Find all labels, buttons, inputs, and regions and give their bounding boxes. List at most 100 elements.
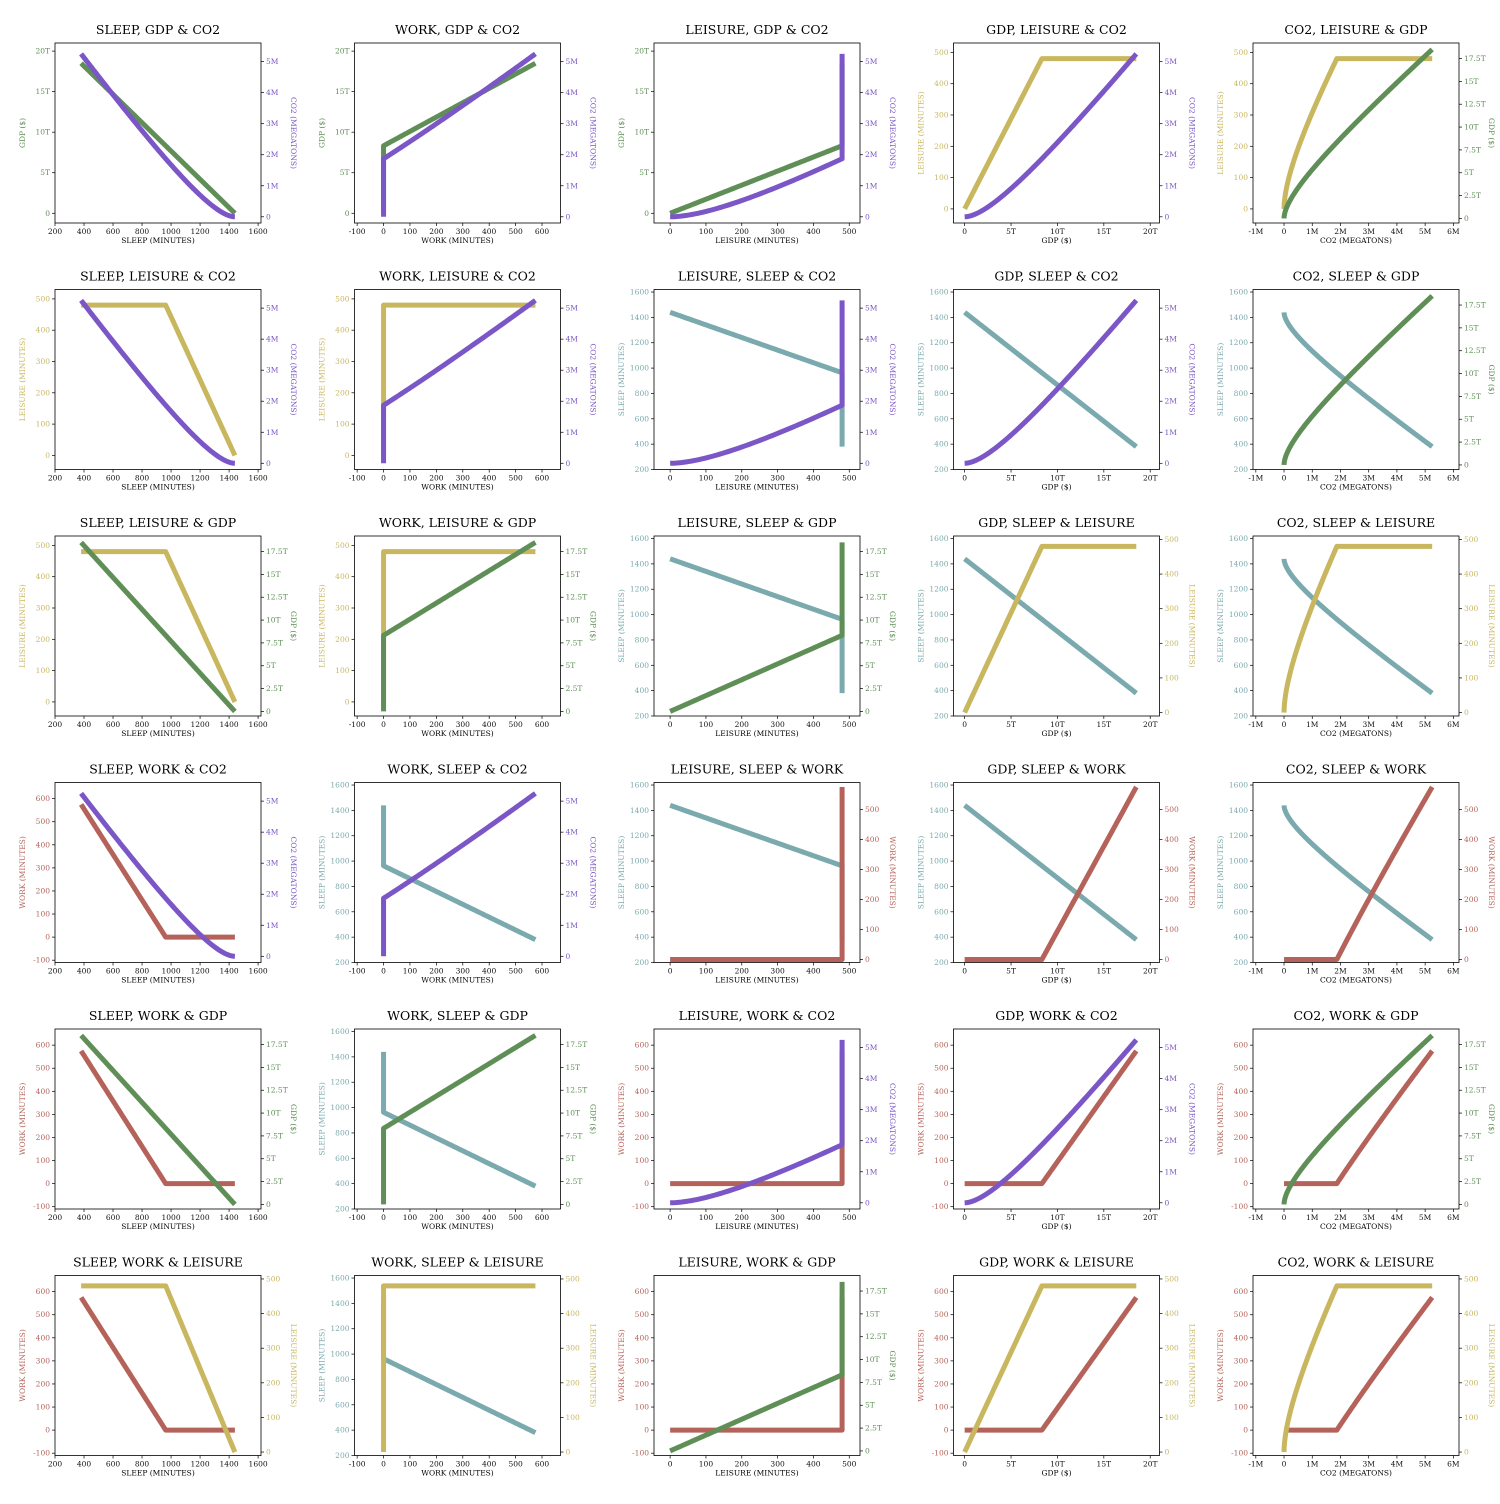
left-tick-label: 300 — [36, 604, 51, 613]
subplot-co2-sleep-gdp: CO2, SLEEP & GDP -1M 0 1M 2M 3M 4M 5M 6M CO2 (MEG… — [1216, 269, 1496, 492]
x-axis-label: SLEEP (MINUTES) — [121, 976, 195, 985]
left-axis-label: WORK (MINUTES) — [617, 1329, 626, 1402]
right-tick-label: 7.5T — [1464, 392, 1481, 401]
subplot-title: LEISURE, SLEEP & CO2 — [678, 269, 836, 284]
right-tick-label: 200 — [566, 1378, 581, 1387]
x-tick-label: 20T — [1143, 227, 1158, 236]
left-series-sleep — [1281, 557, 1434, 696]
left-tick-label: 100 — [335, 420, 350, 429]
left-tick-label: 200 — [934, 465, 949, 474]
right-series-gdp — [381, 540, 537, 713]
right-tick-label: 5M — [1165, 1043, 1178, 1052]
right-series-co2 — [963, 298, 1139, 466]
x-tick-label: 15T — [1097, 1460, 1112, 1469]
left-tick-label: 1200 — [1229, 585, 1248, 594]
right-axis-label: WORK (MINUTES) — [888, 836, 897, 909]
x-tick-label: 400 — [806, 1460, 821, 1469]
right-tick-label: 17.5T — [1464, 1040, 1486, 1049]
right-axis-label: CO2 (MEGATONS) — [888, 97, 897, 169]
subplot-title: CO2, WORK & GDP — [1293, 1008, 1418, 1023]
subplot-gdp-work-leisure: GDP, WORK & LEISURE 0 5T 10T 15T 20T GDP ($) -1… — [917, 1255, 1197, 1478]
plot-frame — [953, 1275, 1160, 1456]
left-tick-label: -100 — [632, 1449, 649, 1458]
right-tick-label: 1M — [865, 1167, 878, 1176]
x-tick-label: 0 — [962, 967, 967, 976]
x-tick-label: 800 — [135, 967, 150, 976]
x-tick-label: 4M — [1391, 474, 1404, 483]
left-series-sleep — [381, 1296, 537, 1435]
left-tick-label: 300 — [1234, 111, 1249, 120]
right-axis-label: LEISURE (MINUTES) — [1487, 1324, 1496, 1407]
right-tick-label: 2.5T — [566, 1177, 583, 1186]
right-tick-label: 400 — [266, 1309, 281, 1318]
plot-frame — [1252, 289, 1460, 470]
left-tick-label: 400 — [36, 572, 51, 581]
x-tick-label: 400 — [482, 1460, 497, 1469]
left-tick-label: -100 — [1231, 1449, 1248, 1458]
left-tick-label: 300 — [934, 1110, 949, 1119]
x-tick-label: 200 — [429, 1460, 444, 1469]
right-series-co2 — [963, 52, 1139, 220]
x-axis-label: GDP ($) — [1041, 729, 1071, 738]
subplot-title: WORK, SLEEP & CO2 — [387, 762, 527, 777]
left-tick-label: 600 — [934, 1287, 949, 1296]
plot-frame — [54, 42, 262, 224]
x-tick-label: 10T — [1050, 720, 1065, 729]
left-tick-label: 10T — [335, 128, 350, 137]
x-tick-label: 400 — [806, 967, 821, 976]
right-tick-label: 4M — [266, 88, 279, 97]
right-tick-label: 10T — [865, 616, 880, 625]
left-tick-label: 1400 — [630, 806, 649, 815]
right-axis-label: CO2 (MEGATONS) — [289, 837, 298, 909]
left-tick-label: 1600 — [630, 781, 649, 790]
left-tick-label: 0 — [45, 1179, 50, 1188]
plot-frame — [54, 535, 262, 717]
right-axis-label: CO2 (MEGATONS) — [289, 344, 298, 416]
left-tick-label: 100 — [635, 1403, 650, 1412]
left-tick-label: 600 — [1234, 414, 1249, 423]
right-tick-label: 2M — [266, 397, 279, 406]
subplot-title: CO2, SLEEP & GDP — [1293, 269, 1420, 284]
left-tick-label: 1400 — [1229, 313, 1248, 322]
right-axis-label: GDP ($) — [289, 611, 298, 641]
x-tick-label: 100 — [699, 227, 714, 236]
subplot-gdp-leisure-co2: GDP, LEISURE & CO2 0 5T 10T 15T 20T GDP ($) 0 10… — [917, 22, 1197, 245]
right-tick-label: 300 — [266, 1344, 281, 1353]
right-tick-label: 1M — [1165, 428, 1178, 437]
right-tick-label: 500 — [266, 1274, 281, 1283]
left-tick-label: 0 — [1243, 1179, 1248, 1188]
left-tick-label: 600 — [635, 414, 650, 423]
right-tick-label: 0 — [865, 1198, 870, 1207]
left-tick-label: 0 — [45, 1426, 50, 1435]
right-tick-label: 5T — [1464, 168, 1474, 177]
left-series-work — [1281, 1295, 1435, 1433]
left-series-work — [79, 803, 237, 940]
right-series-gdp — [79, 540, 237, 714]
left-tick-label: 5T — [40, 168, 50, 177]
subplot-gdp-work-co2: GDP, WORK & CO2 0 5T 10T 15T 20T GDP ($) -100 0 1… — [917, 1008, 1197, 1231]
right-axis-label: LEISURE (MINUTES) — [1487, 584, 1496, 667]
left-tick-label: 15T — [335, 87, 350, 96]
x-tick-label: 500 — [508, 1213, 523, 1222]
x-tick-label: 6M — [1447, 1213, 1460, 1222]
left-tick-label: 0 — [644, 1179, 649, 1188]
x-tick-label: 400 — [77, 1213, 92, 1222]
right-axis-label: CO2 (MEGATONS) — [1188, 1083, 1197, 1155]
x-tick-label: 400 — [77, 1460, 92, 1469]
right-tick-label: 2M — [865, 397, 878, 406]
left-tick-label: 400 — [1234, 933, 1249, 942]
left-series-gdp — [381, 61, 537, 215]
right-series-gdp — [1281, 47, 1434, 220]
x-axis-label: LEISURE (MINUTES) — [715, 483, 798, 492]
plot-frame — [54, 1028, 262, 1210]
left-tick-label: 1400 — [330, 806, 349, 815]
x-tick-label: 0 — [668, 1460, 673, 1469]
x-tick-label: 600 — [106, 1460, 121, 1469]
x-tick-label: 100 — [699, 1460, 714, 1469]
plot-frame — [1252, 42, 1460, 224]
x-axis-label: WORK (MINUTES) — [421, 729, 494, 738]
right-tick-label: 300 — [566, 1344, 581, 1353]
x-tick-label: 10T — [1050, 227, 1065, 236]
x-tick-label: 1M — [1306, 227, 1319, 236]
